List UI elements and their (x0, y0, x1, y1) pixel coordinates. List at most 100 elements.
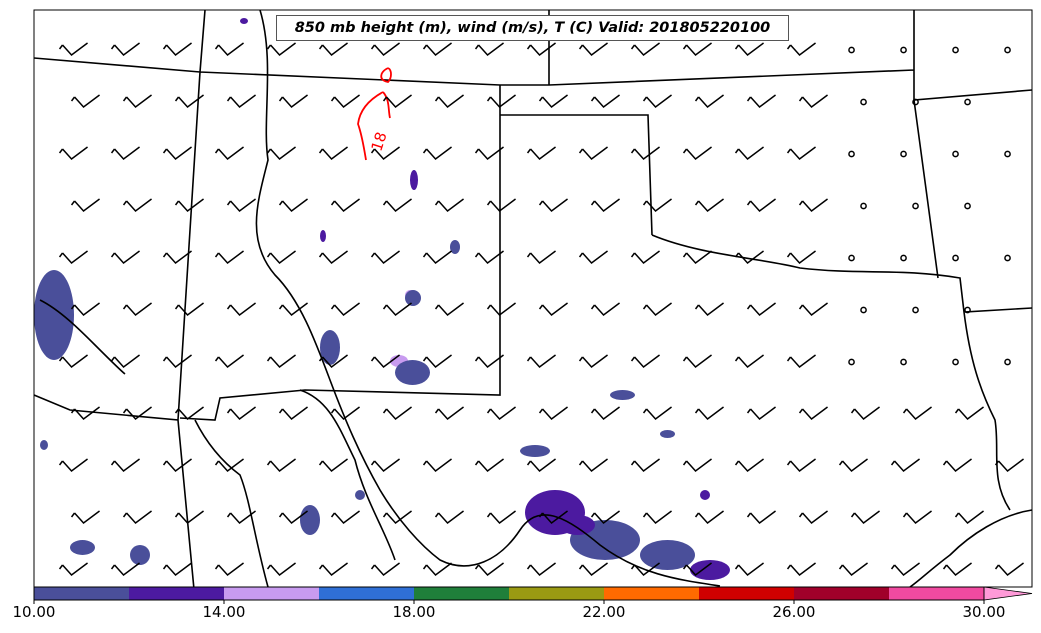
precip-region (320, 230, 326, 242)
calm-wind-marker (964, 202, 971, 210)
wind-barb (226, 198, 256, 213)
wind-barb (110, 562, 140, 577)
wind-barb (838, 458, 868, 473)
wind-barb (642, 198, 672, 213)
colorbar-tick-label: 30.00 (962, 603, 1006, 621)
wind-barb (798, 94, 828, 109)
wind-barb (318, 458, 348, 473)
wind-barb (382, 302, 412, 317)
wind-barb (538, 198, 568, 213)
wind-barb (798, 510, 828, 525)
colorbar-tick-label: 18.00 (392, 603, 436, 621)
wind-barb (694, 302, 724, 317)
wind-barb (786, 42, 816, 57)
wind-barb (630, 250, 660, 265)
contour-label: 18 (368, 130, 391, 154)
wind-barb (734, 562, 764, 577)
wind-barb (682, 146, 712, 161)
wind-barb (682, 562, 712, 577)
precip-region (355, 490, 365, 500)
wind-barb (434, 94, 464, 109)
wind-barb (578, 354, 608, 369)
wind-barb (630, 146, 660, 161)
colorbar-segment (319, 587, 415, 600)
wind-barb (110, 458, 140, 473)
wind-barb (162, 562, 192, 577)
wind-barb (266, 42, 296, 57)
wind-barb (954, 510, 984, 525)
wind-barb (382, 198, 412, 213)
wind-barb (682, 458, 712, 473)
wind-barb (422, 42, 452, 57)
calm-wind-marker (900, 150, 907, 158)
wind-barb (110, 250, 140, 265)
wind-barb (226, 94, 256, 109)
wind-barb (590, 94, 620, 109)
wind-barb (526, 562, 556, 577)
wind-barb (486, 302, 516, 317)
wind-barb (58, 250, 88, 265)
wind-barb (318, 146, 348, 161)
calm-wind-marker (848, 150, 855, 158)
wind-barb (330, 198, 360, 213)
wind-barb (682, 42, 712, 57)
wind-barb (434, 302, 464, 317)
calm-wind-marker (860, 98, 867, 106)
wind-barb (70, 406, 100, 421)
river-outline (39, 299, 269, 588)
wind-barb (642, 94, 672, 109)
precip-region (700, 490, 710, 500)
wind-barb (422, 250, 452, 265)
wind-barb (422, 146, 452, 161)
precip-region (640, 540, 695, 570)
wind-barb (682, 250, 712, 265)
calm-wind-marker (1004, 46, 1011, 54)
wind-barb (526, 146, 556, 161)
wind-barb (734, 250, 764, 265)
wind-barb (694, 94, 724, 109)
calm-wind-marker (952, 150, 959, 158)
wind-barb (526, 42, 556, 57)
calm-wind-marker (848, 46, 855, 54)
calm-wind-marker (964, 306, 971, 314)
colorbar-segment (414, 587, 510, 600)
wind-barb (682, 354, 712, 369)
wind-barb (798, 406, 828, 421)
wind-barb (942, 458, 972, 473)
wind-barb (58, 42, 88, 57)
wind-barb (486, 406, 516, 421)
wind-barb (538, 406, 568, 421)
wind-barb (266, 458, 296, 473)
precip-region (320, 330, 340, 365)
precip-region (300, 505, 320, 535)
wind-barb (902, 406, 932, 421)
wind-barb (954, 406, 984, 421)
river-boundary (255, 9, 1033, 588)
wind-barb (122, 198, 152, 213)
wind-barb (578, 458, 608, 473)
wind-barb (122, 302, 152, 317)
wind-barb (630, 354, 660, 369)
wind-barb (382, 94, 412, 109)
wind-barb (474, 250, 504, 265)
colorbar-segment (889, 587, 985, 600)
wind-barb (110, 42, 140, 57)
precip-region (130, 545, 150, 565)
wind-barb (578, 562, 608, 577)
wind-barb (162, 42, 192, 57)
wind-barb (630, 42, 660, 57)
wind-barb (162, 250, 192, 265)
calm-wind-marker (900, 46, 907, 54)
wind-barb (370, 458, 400, 473)
wind-barb (578, 146, 608, 161)
calm-wind-marker (952, 254, 959, 262)
colorbar-segment (224, 587, 320, 600)
wind-barb (318, 562, 348, 577)
wind-barb (526, 354, 556, 369)
colorbar-segment (129, 587, 225, 600)
calm-wind-marker (912, 306, 919, 314)
wind-barb (526, 250, 556, 265)
wind-barb (370, 146, 400, 161)
wind-barb (278, 198, 308, 213)
